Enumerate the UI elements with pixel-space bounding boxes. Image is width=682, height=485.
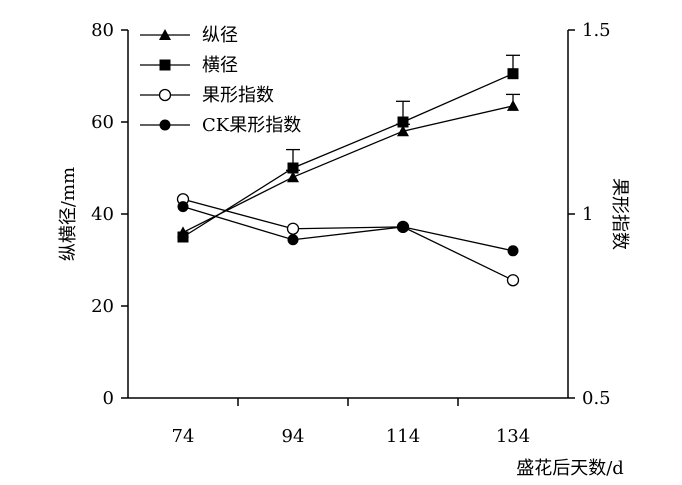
data-point <box>287 234 299 246</box>
legend-item-3: CK果形指数 <box>140 115 301 136</box>
x-axis-title: 盛花后天数/d <box>516 458 624 479</box>
data-point <box>177 201 189 213</box>
data-point <box>397 116 409 128</box>
x-tick-label: 134 <box>496 426 530 447</box>
series-line <box>182 198 514 281</box>
series-line <box>182 73 514 238</box>
x-tick-label: 94 <box>282 426 305 447</box>
legend-item-2: 果形指数 <box>140 85 274 106</box>
legend-item-0: 纵径 <box>140 25 238 46</box>
y-axis-left-title: 纵横径/mm <box>58 167 79 261</box>
data-point <box>177 231 189 243</box>
legend-label: 纵径 <box>202 25 238 46</box>
data-point <box>507 68 519 80</box>
y-left-tick-label: 0 <box>103 388 114 409</box>
series-2 <box>176 193 520 287</box>
legend-label: 果形指数 <box>202 85 274 106</box>
y-left-tick-label: 40 <box>91 204 114 225</box>
data-point <box>506 274 520 287</box>
y-right-tick-label: 0.5 <box>582 388 611 409</box>
legend-label: CK果形指数 <box>202 115 301 136</box>
data-point <box>507 245 519 257</box>
legend-marker <box>159 29 171 40</box>
y-right-tick-label: 1 <box>582 204 593 225</box>
legend-marker <box>159 119 171 131</box>
series-3 <box>177 201 519 257</box>
y-left-tick-label: 20 <box>91 296 114 317</box>
data-point <box>507 99 519 111</box>
series-1 <box>177 54 520 243</box>
y-axis-right-title: 果形指数 <box>609 178 630 250</box>
legend-item-1: 横径 <box>140 55 238 76</box>
legend-marker <box>158 88 172 102</box>
y-left-tick-label: 80 <box>91 20 114 41</box>
series-line <box>182 206 514 252</box>
series-layer <box>176 54 520 287</box>
series-line <box>182 105 514 233</box>
axes: 74 94 114 134 0 20 40 60 80 0.5 1 1.5 <box>91 20 611 447</box>
legend-label: 横径 <box>202 55 238 76</box>
data-point <box>287 171 299 183</box>
y-left-tick-label: 60 <box>91 112 114 133</box>
data-point <box>397 221 409 233</box>
x-tick-label: 74 <box>172 426 195 447</box>
data-point <box>286 222 300 235</box>
x-tick-label: 114 <box>386 426 420 447</box>
data-point <box>397 125 409 137</box>
y-right-tick-label: 1.5 <box>582 20 611 41</box>
legend-marker <box>159 59 171 71</box>
data-point <box>287 162 299 174</box>
